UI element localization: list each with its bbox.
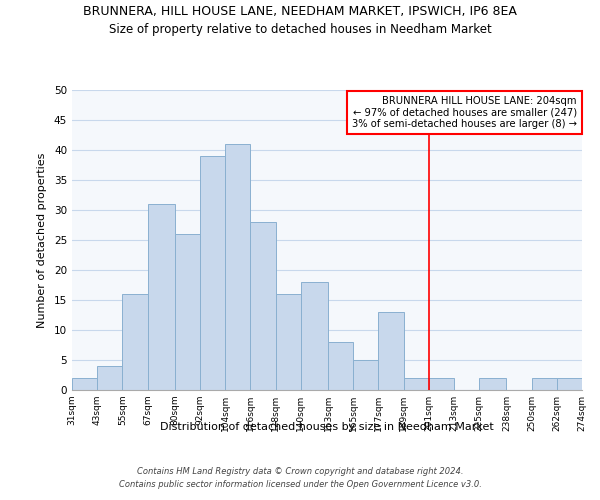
Bar: [353, 360, 379, 390]
Bar: [148, 204, 175, 390]
Text: Size of property relative to detached houses in Needham Market: Size of property relative to detached ho…: [109, 22, 491, 36]
Bar: [250, 222, 275, 390]
Bar: [429, 378, 454, 390]
Bar: [72, 378, 97, 390]
Bar: [175, 234, 200, 390]
Bar: [379, 312, 404, 390]
Text: Distribution of detached houses by size in Needham Market: Distribution of detached houses by size …: [160, 422, 494, 432]
Bar: [200, 156, 225, 390]
Bar: [404, 378, 429, 390]
Bar: [225, 144, 250, 390]
Bar: [328, 342, 353, 390]
Y-axis label: Number of detached properties: Number of detached properties: [37, 152, 47, 328]
Bar: [479, 378, 506, 390]
Text: Contains public sector information licensed under the Open Government Licence v3: Contains public sector information licen…: [119, 480, 481, 489]
Text: BRUNNERA, HILL HOUSE LANE, NEEDHAM MARKET, IPSWICH, IP6 8EA: BRUNNERA, HILL HOUSE LANE, NEEDHAM MARKE…: [83, 5, 517, 18]
Text: Contains HM Land Registry data © Crown copyright and database right 2024.: Contains HM Land Registry data © Crown c…: [137, 468, 463, 476]
Bar: [301, 282, 328, 390]
Bar: [122, 294, 148, 390]
Bar: [97, 366, 122, 390]
Bar: [532, 378, 557, 390]
Bar: [557, 378, 582, 390]
Text: BRUNNERA HILL HOUSE LANE: 204sqm
← 97% of detached houses are smaller (247)
3% o: BRUNNERA HILL HOUSE LANE: 204sqm ← 97% o…: [352, 96, 577, 129]
Bar: [275, 294, 301, 390]
